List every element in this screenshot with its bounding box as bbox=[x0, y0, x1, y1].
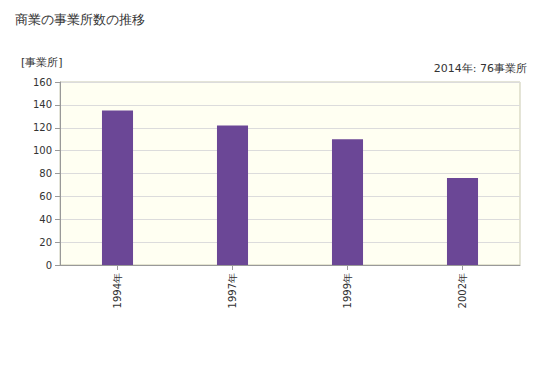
svg-text:60: 60 bbox=[39, 191, 52, 202]
svg-text:120: 120 bbox=[33, 122, 52, 133]
svg-text:100: 100 bbox=[33, 145, 52, 156]
svg-text:40: 40 bbox=[39, 214, 52, 225]
svg-text:1997年: 1997年 bbox=[227, 273, 238, 308]
svg-text:1994年: 1994年 bbox=[112, 273, 123, 308]
svg-text:140: 140 bbox=[33, 99, 52, 110]
svg-text:80: 80 bbox=[39, 168, 52, 179]
svg-text:0: 0 bbox=[46, 260, 52, 271]
svg-text:1999年: 1999年 bbox=[342, 273, 353, 308]
svg-text:[事業所]: [事業所] bbox=[21, 56, 63, 69]
svg-text:20: 20 bbox=[39, 237, 52, 248]
svg-text:2002年: 2002年 bbox=[457, 273, 468, 308]
svg-text:商業の事業所数の推移: 商業の事業所数の推移 bbox=[15, 12, 145, 27]
svg-text:160: 160 bbox=[33, 77, 52, 88]
svg-text:2014年: 76事業所: 2014年: 76事業所 bbox=[434, 62, 527, 75]
